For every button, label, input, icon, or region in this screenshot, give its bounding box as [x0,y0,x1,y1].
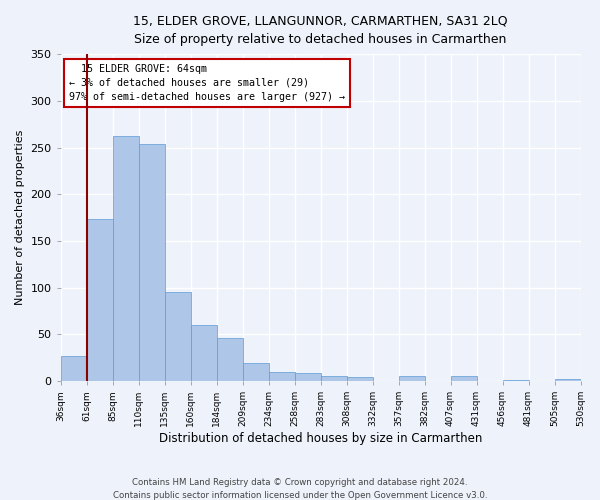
Bar [347,378,373,381]
Text: 15 ELDER GROVE: 64sqm
← 3% of detached houses are smaller (29)
97% of semi-detac: 15 ELDER GROVE: 64sqm ← 3% of detached h… [68,64,344,102]
Bar [242,364,269,381]
Bar [295,372,320,381]
Bar [554,379,581,381]
Bar [139,144,164,381]
Bar [164,292,191,381]
Bar [217,338,242,381]
Bar [503,380,529,381]
Bar [320,376,347,381]
Bar [86,218,113,381]
Bar [451,376,476,381]
Bar [398,376,425,381]
Text: Contains HM Land Registry data © Crown copyright and database right 2024.
Contai: Contains HM Land Registry data © Crown c… [113,478,487,500]
Y-axis label: Number of detached properties: Number of detached properties [15,130,25,306]
Bar [191,325,217,381]
Bar [113,136,139,381]
Bar [61,356,86,381]
Bar [269,372,295,381]
X-axis label: Distribution of detached houses by size in Carmarthen: Distribution of detached houses by size … [159,432,482,445]
Title: 15, ELDER GROVE, LLANGUNNOR, CARMARTHEN, SA31 2LQ
Size of property relative to d: 15, ELDER GROVE, LLANGUNNOR, CARMARTHEN,… [133,15,508,46]
